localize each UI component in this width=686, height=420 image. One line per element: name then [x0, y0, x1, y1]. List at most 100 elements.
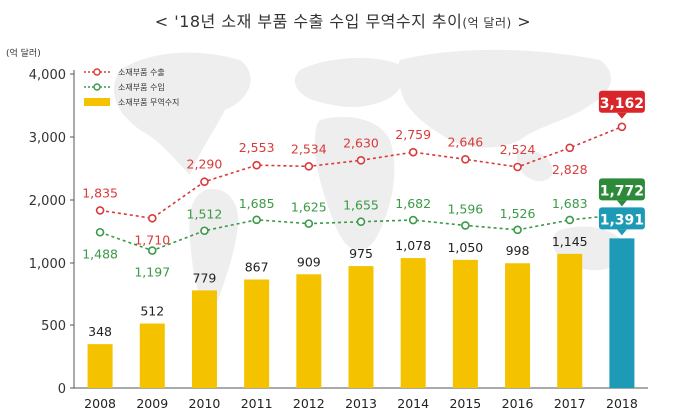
map-continent-1: [189, 189, 239, 320]
x-tick-label: 2017: [554, 396, 586, 411]
legend-label: 소재부품 수출: [118, 67, 165, 77]
export-callout-box: [598, 90, 645, 113]
bar: [609, 238, 635, 388]
export-value-label: 1,835: [82, 185, 118, 200]
series-point: [252, 160, 261, 170]
legend-label: 소재부품 무역수지: [118, 97, 179, 107]
x-tick-label: 2008: [84, 396, 116, 411]
import-value-label: 1,682: [395, 196, 431, 211]
x-tick-label: 2014: [397, 396, 429, 411]
bar-value-label: 998: [506, 243, 530, 258]
legend-label: 소재부품 수입: [118, 83, 165, 92]
bar-value-label: 975: [349, 246, 373, 261]
bar: [557, 253, 583, 388]
import-value-label: 1,655: [343, 198, 379, 213]
series-point: [200, 226, 209, 236]
bar-value-label: 1,078: [395, 238, 431, 253]
chart-title: < '18년 소재 부품 수출 수입 무역수지 추이(억 달러) >: [0, 8, 686, 32]
bar: [296, 274, 322, 388]
bar: [87, 344, 113, 388]
series-point: [252, 215, 261, 225]
map-continent-5: [516, 149, 553, 182]
series-point: [95, 227, 105, 237]
series-line: [99, 213, 622, 252]
series-point: [513, 162, 522, 172]
export-value-label: 2,759: [395, 127, 431, 142]
series-point: [200, 177, 209, 187]
series-point: [461, 155, 470, 164]
series-point: [408, 215, 418, 225]
balance-callout-text: 1,391: [600, 212, 644, 228]
series-point: [95, 206, 105, 215]
import-value-label: 1,512: [187, 207, 223, 222]
bar: [400, 258, 426, 388]
balance-callout-box: [598, 207, 645, 230]
import-value-label: 1,526: [500, 206, 536, 221]
export-value-label: 2,553: [239, 140, 275, 155]
map-continent-0: [113, 52, 251, 175]
import-callout-box: [598, 178, 645, 201]
series-point: [147, 246, 157, 255]
x-tick-label: 2012: [293, 396, 325, 411]
bar-series: [87, 238, 635, 388]
bar: [452, 259, 478, 388]
series-point: [461, 221, 470, 230]
export-value-label: 2,630: [343, 135, 379, 150]
bar-value-label: 512: [140, 304, 164, 319]
x-tick-label: 2009: [136, 396, 168, 411]
map-continent-4: [397, 49, 611, 148]
x-tick-label: 2011: [241, 396, 273, 411]
import-value-label: 1,625: [291, 200, 327, 215]
series-point: [356, 156, 366, 165]
x-tick-label: 2016: [502, 396, 534, 411]
balance-callout-pointer: [616, 229, 627, 236]
series-point: [408, 147, 418, 157]
legend-marker: [93, 83, 101, 91]
bar-value-label: 1,050: [447, 240, 483, 255]
bar-value-label: 348: [88, 324, 112, 339]
export-callout-text: 3,162: [600, 96, 644, 112]
x-tick-label: 2018: [606, 396, 638, 411]
series-point: [513, 225, 522, 235]
map-continent-3: [315, 116, 395, 251]
world-map-background: [113, 49, 626, 320]
series-point: [356, 217, 366, 227]
export-value-label: 1,710: [134, 232, 170, 247]
y-tick-label: 2,000: [29, 194, 66, 209]
bar: [191, 290, 217, 388]
series-line: [99, 126, 623, 220]
export-value-label: 2,828: [552, 162, 588, 177]
series-point: [147, 213, 157, 223]
bar: [505, 263, 531, 388]
y-tick-label: 3,000: [29, 131, 66, 146]
export-value-label: 2,534: [291, 141, 327, 156]
export-value-label: 2,290: [187, 157, 223, 172]
import-value-label: 1,596: [447, 201, 483, 216]
import-value-label: 1,683: [552, 196, 588, 211]
export-value-label: 2,524: [500, 142, 536, 157]
import-value-label: 1,488: [82, 246, 118, 261]
axes: 0 500 1,000 2,000 3,000 4,000 2008 2009 2010 2011…: [29, 68, 648, 411]
data-labels: 348 512 779 867 909 975 1,078 1,050 998 1,145 1,83…: [82, 90, 645, 339]
series-point: [304, 219, 314, 228]
bar-value-label: 909: [297, 254, 321, 269]
legend-bar-swatch: [84, 98, 110, 106]
export-value-label: 2,646: [447, 134, 483, 149]
y-tick-label: 0: [58, 382, 66, 397]
export-callout-pointer: [616, 112, 627, 119]
chart-title-end: >: [517, 12, 532, 31]
bar: [139, 323, 165, 388]
series-point: [565, 143, 575, 153]
x-tick-label: 2010: [189, 396, 221, 411]
bar-value-label: 867: [245, 259, 269, 274]
import-callout-pointer: [616, 200, 627, 207]
chart-title-text: < '18년 소재 부품 수출 수입 무역수지 추이: [154, 12, 463, 31]
series-point: [304, 162, 314, 171]
y-tick-label: 500: [41, 319, 66, 334]
y-tick-label: 1,000: [29, 257, 66, 272]
x-tick-label: 2015: [449, 396, 481, 411]
import-value-label: 1,685: [239, 196, 275, 211]
